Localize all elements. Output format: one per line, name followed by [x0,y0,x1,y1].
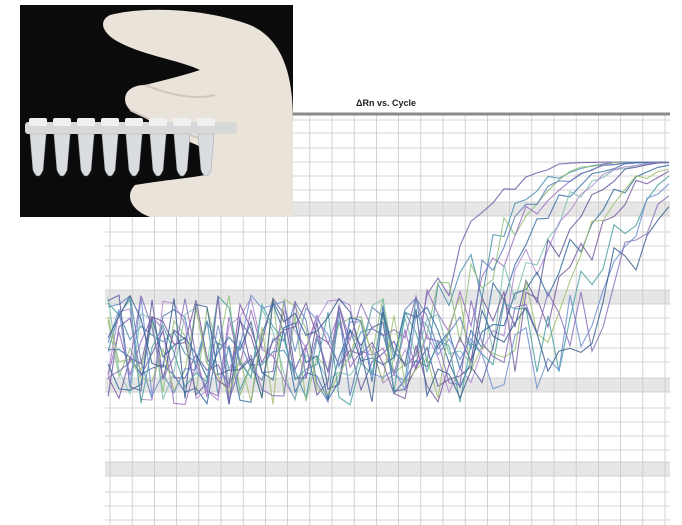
band [105,462,670,476]
tube-cap [101,118,119,126]
tube-cap [173,118,191,126]
plot-title: ΔRn vs. Cycle [356,98,416,108]
tube-cap [149,118,167,126]
page: ΔRn vs. Cycle (() => { const data = JSON… [0,0,682,525]
tube-cap [197,118,215,126]
tube-cap [29,118,47,126]
tube-cap [125,118,143,126]
scene: ΔRn vs. Cycle [0,0,682,525]
tube-cap [53,118,71,126]
photo [20,5,293,217]
band [105,290,670,304]
tube-cap [77,118,95,126]
